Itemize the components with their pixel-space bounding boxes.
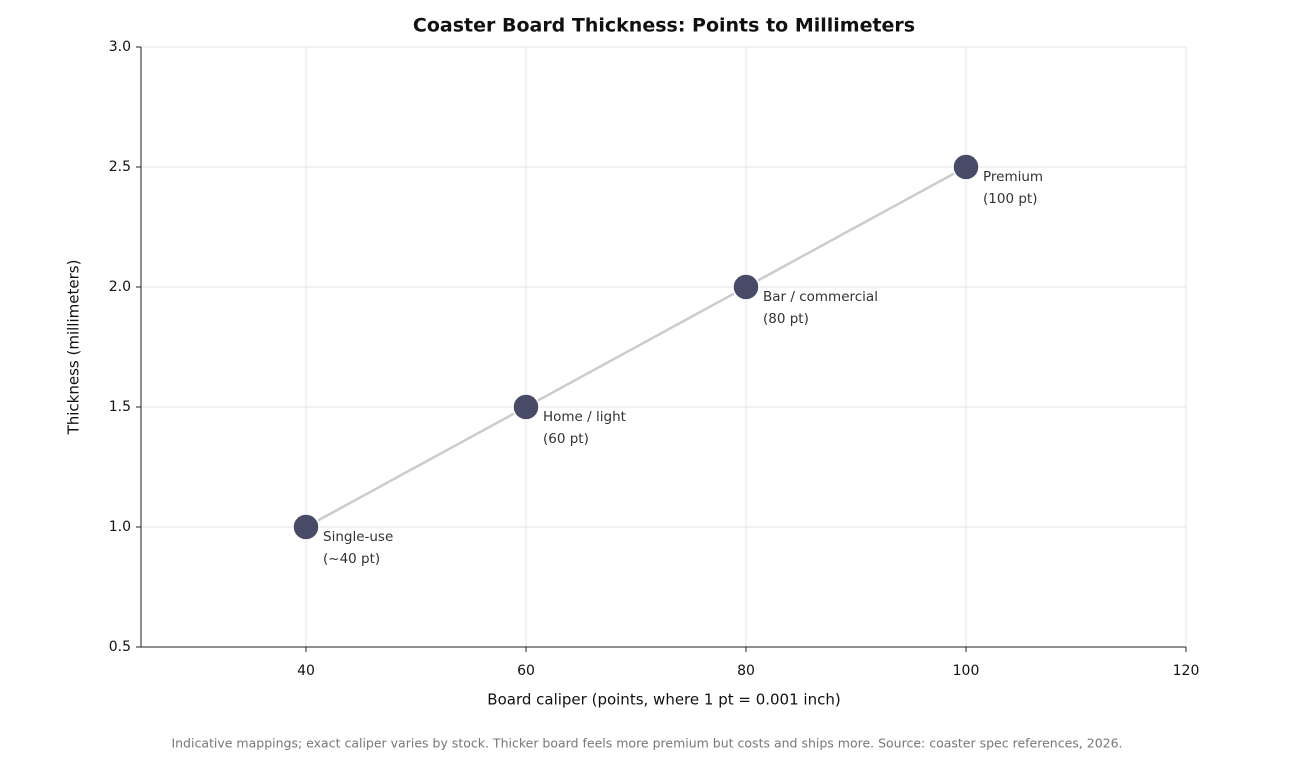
point xyxy=(732,273,760,301)
y-tick-label: 3.0 xyxy=(109,39,131,55)
point-label: (60 pt) xyxy=(543,431,589,447)
y-tick-label: 1.0 xyxy=(109,519,131,535)
x-tick-label: 80 xyxy=(737,663,755,679)
x-tick-label: 40 xyxy=(297,663,315,679)
point-label: (100 pt) xyxy=(983,191,1037,207)
point-label: Single-use xyxy=(323,529,393,545)
point-label: (80 pt) xyxy=(763,311,809,327)
point xyxy=(512,393,540,421)
x-tick-label: 100 xyxy=(953,663,980,679)
point-label: Home / light xyxy=(543,409,626,425)
y-tick-label: 2.5 xyxy=(109,159,131,175)
x-tick-label: 120 xyxy=(1173,663,1200,679)
line xyxy=(305,165,967,529)
y-tick-label: 1.5 xyxy=(109,399,131,415)
point xyxy=(292,513,320,541)
chart-title: Coaster Board Thickness: Points to Milli… xyxy=(413,15,915,37)
x-axis-label: Board caliper (points, where 1 pt = 0.00… xyxy=(487,691,840,709)
footnote: Indicative mappings; exact caliper varie… xyxy=(171,736,1122,751)
y-tick-label: 2.0 xyxy=(109,279,131,295)
point-label: (~40 pt) xyxy=(323,551,380,567)
point-label: Bar / commercial xyxy=(763,289,878,305)
x-tick-label: 60 xyxy=(517,663,535,679)
y-tick-label: 0.5 xyxy=(109,639,131,655)
y-axis-label: Thickness (millimeters) xyxy=(65,260,83,436)
point xyxy=(952,153,980,181)
point-label: Premium xyxy=(983,169,1043,185)
